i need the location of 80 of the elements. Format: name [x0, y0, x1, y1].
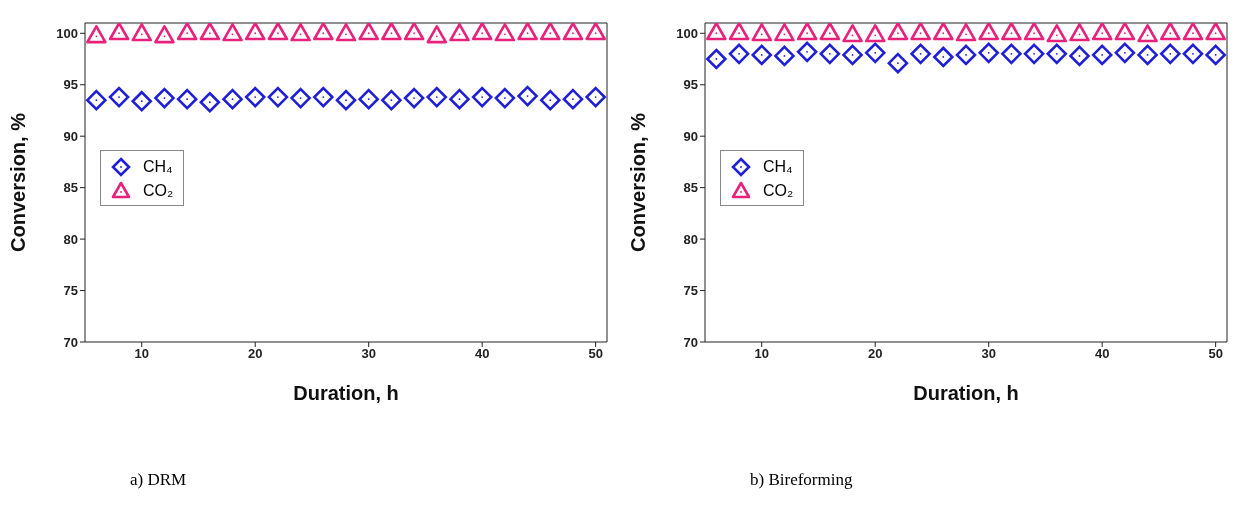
y-axis-title: Conversion, % [627, 112, 650, 252]
y-tick-label: 85 [683, 180, 698, 196]
point [199, 91, 221, 113]
legend-label: CH₄ [143, 158, 173, 176]
point [517, 85, 538, 107]
point [539, 89, 561, 111]
point [176, 88, 198, 110]
point [539, 23, 561, 41]
y-tick-label: 95 [63, 77, 78, 93]
point [403, 23, 425, 41]
y-tick-label: 75 [63, 283, 78, 299]
y-axis-title: Conversion, % [7, 112, 30, 252]
point [517, 23, 538, 41]
point [313, 86, 334, 108]
y-tick-label: 75 [683, 283, 698, 299]
y-tick-label: 80 [63, 231, 78, 247]
point [244, 86, 266, 108]
y-tick-label: 85 [63, 180, 78, 196]
x-tick-label: 50 [1208, 346, 1223, 362]
point [426, 25, 448, 44]
point [358, 23, 379, 41]
point [267, 86, 289, 108]
point [449, 88, 470, 110]
point [267, 23, 289, 41]
legend-label: CO₂ [763, 182, 794, 200]
text: b) Bireforming [749, 470, 854, 490]
point [471, 23, 493, 41]
point [131, 23, 153, 42]
point [585, 23, 606, 41]
x-tick-label: 50 [588, 346, 603, 362]
point [585, 86, 606, 108]
point [381, 89, 402, 111]
point [176, 23, 198, 41]
point [244, 23, 266, 41]
point [494, 23, 516, 42]
point [358, 88, 379, 110]
point [154, 87, 175, 109]
point [222, 23, 243, 42]
point [335, 89, 357, 111]
point [290, 23, 311, 42]
point [335, 23, 357, 42]
point [131, 90, 153, 112]
x-tick-label: 40 [1094, 346, 1110, 362]
legend-label: CH₄ [763, 158, 793, 176]
y-tick-label: 100 [56, 25, 78, 41]
point [313, 23, 334, 41]
point [290, 87, 311, 109]
x-tick-label: 30 [981, 346, 996, 362]
point [199, 23, 221, 41]
legend-label: CO₂ [143, 182, 174, 200]
x-tick-label: 10 [134, 346, 149, 362]
y-tick-label: 70 [63, 334, 78, 350]
y-tick-label: 100 [676, 25, 698, 41]
x-tick-label: 40 [474, 346, 490, 362]
point [426, 86, 448, 108]
x-axis-title: Duration, h [293, 382, 399, 404]
x-tick-label: 20 [867, 346, 883, 362]
x-tick-label: 10 [754, 346, 769, 362]
point [562, 88, 584, 110]
y-tick-label: 70 [683, 334, 698, 350]
point [154, 25, 175, 44]
text: a) DRM [129, 470, 188, 490]
point [471, 86, 493, 108]
y-tick-label: 95 [683, 77, 698, 93]
point [222, 88, 243, 110]
x-axis-title: Duration, h [913, 382, 1019, 404]
point [449, 23, 470, 42]
point [86, 89, 107, 111]
point [381, 23, 402, 41]
point [108, 23, 130, 41]
point [403, 87, 425, 109]
x-tick-label: 30 [361, 346, 376, 362]
x-tick-label: 20 [247, 346, 263, 362]
point [86, 25, 107, 44]
y-tick-label: 90 [683, 128, 698, 144]
y-tick-label: 90 [63, 128, 78, 144]
y-tick-label: 80 [683, 231, 698, 247]
point [562, 23, 584, 41]
point [108, 86, 130, 108]
point [494, 87, 516, 109]
